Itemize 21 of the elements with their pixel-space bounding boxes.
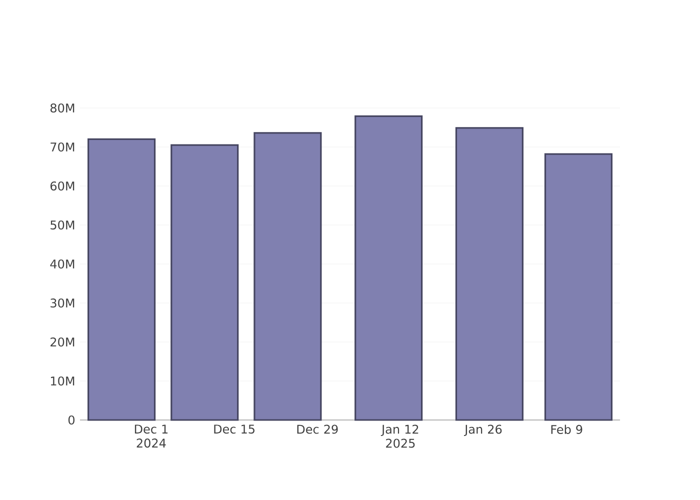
y-tick-label: 20M [50,337,74,347]
bar [88,138,156,421]
x-tick-label: Dec 29 [297,424,338,434]
bar [170,144,239,421]
y-tick-label: 40M [50,259,74,269]
y-tick-label: 60M [50,181,74,191]
y-tick-label: 0 [68,415,74,425]
bar [354,115,423,421]
bar [544,153,612,421]
y-tick-label: 80M [50,103,74,113]
y-tick-label: 70M [50,142,74,152]
x-tick-label: Jan 12 2025 [380,424,418,448]
x-tick-label: Dec 15 [214,424,254,434]
bar [455,127,524,421]
y-tick-label: 30M [50,298,74,308]
y-tick-label: 50M [50,220,74,230]
bar [254,132,322,421]
x-tick-label: Feb 9 [551,424,582,434]
x-tick-label: Jan 26 [464,424,502,436]
x-tick-label: Dec 1 2024 [134,424,168,448]
y-tick-label: 10M [50,376,74,386]
